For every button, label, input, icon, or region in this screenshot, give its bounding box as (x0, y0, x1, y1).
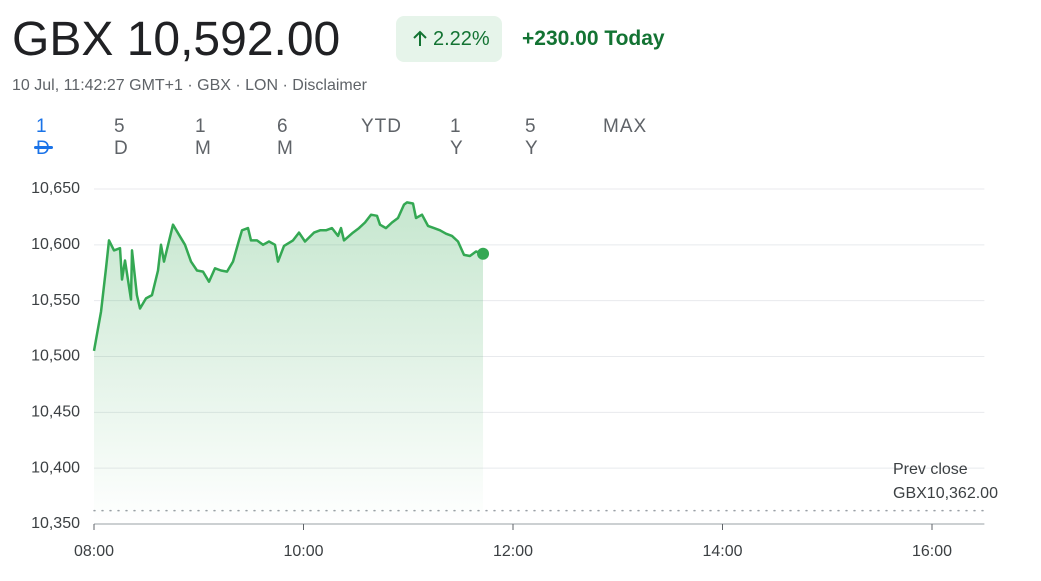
change-badge: 2.22% (396, 16, 502, 62)
meta-item: LON (245, 77, 279, 94)
range-tab[interactable]: 1 M (195, 116, 212, 159)
range-tab[interactable]: 5 D (114, 116, 129, 159)
separator: · (230, 77, 246, 94)
y-tick-label: 10,400 (31, 459, 80, 476)
x-tick-label: 08:00 (74, 543, 114, 560)
x-tick-label: 12:00 (493, 543, 533, 560)
separator: · (182, 77, 198, 94)
change-today: +230.00 Today (522, 27, 665, 50)
y-tick-label: 10,550 (31, 292, 80, 309)
y-tick-label: 10,350 (31, 515, 80, 532)
range-tab[interactable]: 5 Y (525, 116, 539, 159)
separator: · (278, 77, 293, 94)
meta: 10 Jul, 11:42:27 GMT+1 · GBX · LON · Dis… (12, 77, 367, 95)
x-tick-label: 16:00 (912, 543, 952, 560)
range-tab[interactable]: YTD (361, 116, 402, 137)
price: GBX 10,592.00 (12, 13, 341, 66)
range-tab[interactable]: 1 Y (450, 116, 464, 159)
x-tick-label: 14:00 (702, 543, 742, 560)
disclaimer-link[interactable]: Disclaimer (292, 77, 367, 94)
prev-close-label: GBX10,362.00 (893, 485, 998, 502)
y-tick-label: 10,450 (31, 404, 80, 421)
area (94, 202, 484, 524)
meta-item: GBX (197, 77, 231, 94)
meta-item: 10 Jul, 11:42:27 GMT+1 (12, 77, 183, 94)
change-pct: 2.22% (433, 27, 490, 50)
up-arrow (413, 30, 427, 46)
x-tick-label: 10:00 (283, 543, 323, 560)
y-tick-label: 10,650 (31, 180, 80, 197)
last-point (477, 247, 490, 260)
range-tab[interactable]: MAX (603, 116, 648, 137)
y-tick-label: 10,600 (31, 236, 80, 253)
range-tab[interactable]: 6 M (277, 116, 294, 159)
prev-close-name: Prev close (893, 461, 968, 478)
price-line (92, 201, 484, 352)
range-tab[interactable]: 1 D (34, 116, 53, 159)
y-tick-label: 10,500 (31, 348, 80, 365)
